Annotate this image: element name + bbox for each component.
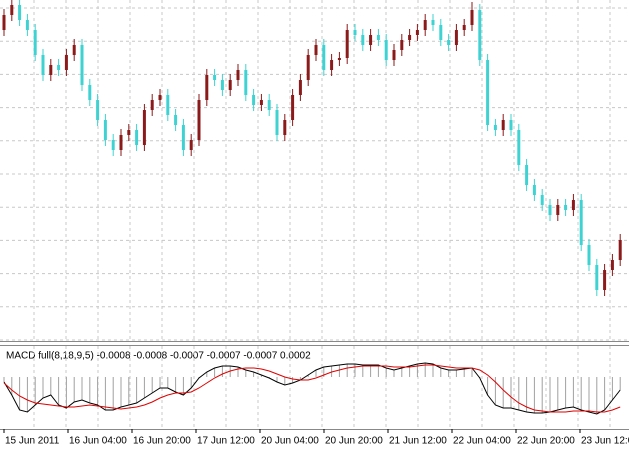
candle-body [80, 45, 84, 85]
candle-body [57, 65, 61, 70]
candle-body [392, 50, 396, 60]
candle-body [447, 40, 451, 45]
candle-body [548, 205, 552, 215]
candle-body [49, 65, 53, 75]
candle-body [291, 95, 295, 120]
time-label: 23 Jun 12:00 [581, 436, 629, 447]
candle-body [283, 120, 287, 135]
time-label: 21 Jun 12:00 [389, 436, 447, 447]
candle-body [330, 60, 334, 70]
candle-body [220, 80, 224, 90]
candle-body [166, 95, 170, 115]
candle-body [415, 30, 419, 35]
time-label: 16 Jun 04:00 [69, 436, 127, 447]
candle-body [244, 70, 248, 95]
candle-body [486, 60, 490, 125]
candle-body [369, 35, 373, 45]
candle-body [564, 205, 568, 210]
candle-body [501, 120, 505, 130]
candle-body [423, 20, 427, 30]
candle-body [150, 100, 154, 110]
candle-body [579, 200, 583, 245]
candle-body [439, 25, 443, 40]
time-label: 22 Jun 20:00 [517, 436, 575, 447]
candle-body [41, 55, 45, 75]
candle-body [493, 125, 497, 130]
candle-body [158, 95, 162, 100]
indicator-line [3, 362, 621, 415]
candle-body [197, 100, 201, 140]
candle-body [189, 140, 193, 150]
candle-body [96, 100, 100, 120]
candle-body [25, 20, 29, 30]
candle-body [353, 30, 357, 35]
candle-body [33, 30, 37, 55]
candle-body [72, 45, 76, 55]
candle-body [205, 75, 209, 100]
candle-body [337, 58, 341, 60]
candle-body [525, 165, 529, 185]
candle-body [532, 185, 536, 195]
candle-body [587, 245, 591, 265]
candle-body [431, 20, 435, 25]
candle-body [111, 140, 115, 150]
candle-body [556, 205, 560, 215]
candle-body [298, 80, 302, 95]
candle-body [400, 40, 404, 50]
candle-body [236, 70, 240, 80]
candle-body [88, 85, 92, 100]
candle-body [540, 195, 544, 205]
candle-body [228, 80, 232, 90]
candle-body [181, 125, 185, 150]
candle-body [18, 5, 22, 20]
candle-body [618, 240, 622, 260]
candle-body [2, 15, 6, 30]
candle-body [462, 25, 466, 30]
candle-body [470, 10, 474, 25]
candle-body [610, 260, 614, 270]
candle-body [213, 75, 217, 80]
candle-body [322, 45, 326, 70]
candle-body [259, 100, 263, 105]
candle-body [142, 110, 146, 145]
candle-body [376, 35, 380, 40]
candle-body [119, 135, 123, 150]
time-label: 20 Jun 04:00 [261, 436, 319, 447]
candle-body [509, 120, 513, 130]
candle-body [384, 40, 388, 60]
candle-body [603, 270, 607, 290]
candle-body [103, 120, 107, 140]
candle-body [306, 55, 310, 80]
candle-body [135, 130, 139, 145]
time-label: 22 Jun 04:00 [453, 436, 511, 447]
candle-body [478, 10, 482, 60]
candle-body [275, 110, 279, 135]
time-label: 16 Jun 20:00 [133, 436, 191, 447]
candle-body [571, 200, 575, 210]
candle-body [454, 30, 458, 45]
indicator-title: MACD full(8,18,9,5) -0.0008 -0.0008 -0.0… [6, 351, 311, 362]
candle-body [408, 35, 412, 40]
time-label: 20 Jun 20:00 [325, 436, 383, 447]
candle-body [64, 55, 68, 70]
candle-body [517, 130, 521, 165]
candle-body [174, 115, 178, 125]
candle-body [314, 45, 318, 55]
candle-body [267, 100, 271, 110]
candle-body [361, 35, 365, 45]
candle-body [595, 265, 599, 290]
time-label: 17 Jun 12:00 [197, 436, 255, 447]
candle-body [10, 5, 14, 15]
candle-body [252, 95, 256, 105]
indicator-line [3, 364, 621, 413]
candle-body [345, 30, 349, 58]
candle-body [127, 130, 131, 135]
time-label: 15 Jun 2011 [5, 436, 60, 447]
